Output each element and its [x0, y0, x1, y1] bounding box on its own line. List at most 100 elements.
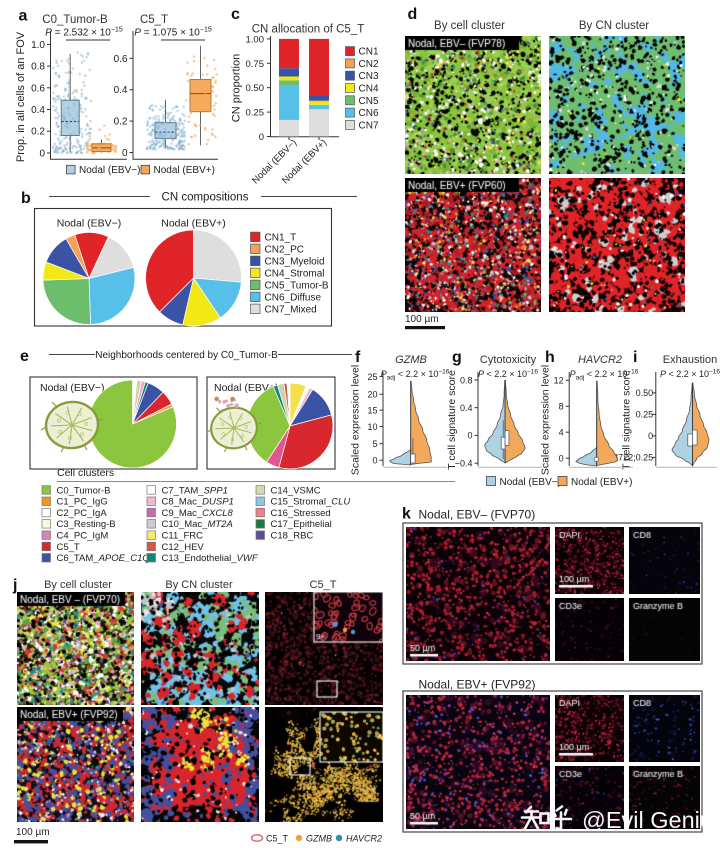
svg-text:C5_T: C5_T	[266, 834, 289, 844]
svg-text:CN allocation of C5_T: CN allocation of C5_T	[252, 24, 365, 36]
svg-text:0.4: 0.4	[31, 105, 45, 116]
svg-text:C11_FRC: C11_FRC	[162, 531, 204, 542]
svg-text:5: 5	[372, 439, 377, 449]
svg-text:CN proportion: CN proportion	[231, 54, 243, 122]
svg-text:By CN cluster: By CN cluster	[579, 20, 649, 32]
svg-text:1.00: 1.00	[246, 34, 265, 45]
svg-text:Nodal (EBV−): Nodal (EBV−)	[40, 382, 105, 394]
svg-text:1.0: 1.0	[31, 40, 45, 51]
svg-text:0.4: 0.4	[114, 85, 128, 96]
svg-text:CN compositions: CN compositions	[162, 192, 249, 204]
svg-text:C18_RBC: C18_RBC	[271, 531, 314, 542]
svg-text:Nodal, EBV– (FVP70): Nodal, EBV– (FVP70)	[419, 508, 536, 522]
svg-text:Cytotoxicity: Cytotoxicity	[480, 354, 537, 366]
svg-text:Padj < 2.2 × 10−16: Padj < 2.2 × 10−16	[381, 369, 450, 382]
svg-text:C13_Endothelial_VWF: C13_Endothelial_VWF	[162, 553, 259, 564]
svg-text:C5_T: C5_T	[310, 579, 337, 591]
svg-text:Nodal (EBV−): Nodal (EBV−)	[250, 137, 299, 186]
svg-text:0.4: 0.4	[460, 403, 473, 413]
svg-text:Nodal (EBV−): Nodal (EBV−)	[500, 477, 561, 488]
svg-text:CN5_Tumor-B: CN5_Tumor-B	[265, 281, 329, 292]
svg-text:20: 20	[367, 390, 377, 400]
svg-text:0.500.250−0.25#8722;0.25: 0.500.250−0.25#8722;0.25	[608, 453, 653, 463]
svg-text:10: 10	[367, 422, 377, 432]
svg-text:15: 15	[367, 405, 377, 415]
svg-text:0.6: 0.6	[31, 83, 45, 94]
svg-text:By CN cluster: By CN cluster	[165, 579, 233, 591]
svg-text:CN3: CN3	[359, 71, 379, 82]
svg-text:C5_T: C5_T	[140, 14, 168, 26]
svg-text:CN6_Diffuse: CN6_Diffuse	[265, 293, 322, 304]
svg-text:C16_Stressed: C16_Stressed	[271, 508, 331, 519]
svg-text:d: d	[408, 6, 418, 23]
svg-text:C7_TAM_SPP1: C7_TAM_SPP1	[162, 485, 228, 496]
svg-text:CN1_T: CN1_T	[265, 233, 297, 244]
svg-text:Nodal (EBV−): Nodal (EBV−)	[79, 165, 140, 176]
svg-text:C3_Resting-B: C3_Resting-B	[57, 519, 116, 530]
svg-text:0: 0	[259, 132, 264, 143]
svg-text:HAVCR2: HAVCR2	[346, 834, 382, 844]
svg-text:4: 4	[559, 428, 564, 438]
svg-text:C8_Mac_DUSP1: C8_Mac_DUSP1	[162, 497, 234, 508]
svg-text:C14_VSMC: C14_VSMC	[271, 485, 321, 496]
svg-text:CN2: CN2	[359, 59, 379, 70]
svg-text:0: 0	[467, 431, 472, 441]
svg-text:25: 25	[367, 372, 377, 382]
svg-text:Nodal (EBV+): Nodal (EBV+)	[214, 382, 279, 394]
svg-text:Nodal (EBV+): Nodal (EBV+)	[571, 477, 632, 488]
svg-text:Scaled expression level: Scaled expression level	[540, 365, 552, 475]
svg-text:C4_PC_IgM: C4_PC_IgM	[57, 531, 109, 542]
svg-text:C10_Mac_MT2A: C10_Mac_MT2A	[162, 519, 233, 530]
svg-text:Padj < 2.2 × 10−16: Padj < 2.2 × 10−16	[570, 369, 639, 382]
svg-text:0.6: 0.6	[114, 54, 128, 65]
svg-text:P = 1.075 × 10−15: P = 1.075 × 10−15	[134, 27, 212, 39]
svg-text:Prop. in all cells of an FOV: Prop. in all cells of an FOV	[15, 31, 27, 162]
svg-text:0.25: 0.25	[246, 108, 265, 119]
svg-text:C6_TAM_APOE_C1Q: C6_TAM_APOE_C1Q	[57, 553, 151, 564]
svg-text:0: 0	[648, 431, 653, 441]
svg-text:P < 2.2 × 10−16: P < 2.2 × 10−16	[660, 369, 720, 380]
svg-text:b: b	[21, 190, 31, 207]
svg-text:Nodal (EBV+): Nodal (EBV+)	[154, 165, 215, 176]
svg-text:C17_Epithelial: C17_Epithelial	[271, 519, 332, 530]
svg-text:a: a	[19, 8, 28, 25]
svg-text:C1_PC_IgG: C1_PC_IgG	[57, 497, 108, 508]
svg-text:h: h	[545, 349, 555, 366]
svg-text:i: i	[633, 349, 637, 366]
svg-text:T cell signature score: T cell signature score	[621, 370, 633, 470]
svg-text:C5_T: C5_T	[57, 542, 80, 553]
svg-text:0: 0	[122, 148, 128, 159]
svg-text:GZMB: GZMB	[395, 354, 427, 366]
svg-text:CN7_Mixed: CN7_Mixed	[265, 305, 317, 316]
svg-text:0: 0	[372, 456, 377, 466]
svg-text:c: c	[231, 6, 240, 23]
svg-text:0: 0	[39, 149, 45, 160]
svg-text:CN4_Stromal: CN4_Stromal	[265, 269, 325, 280]
svg-text:0.8: 0.8	[31, 62, 45, 73]
svg-text:100 µm: 100 µm	[16, 827, 50, 838]
svg-text:f: f	[355, 349, 361, 366]
svg-text:C2_PC_IgA: C2_PC_IgA	[57, 508, 108, 519]
svg-text:k: k	[402, 506, 411, 523]
svg-text:CN2_PC: CN2_PC	[265, 245, 304, 256]
svg-text:Nodal (EBV+): Nodal (EBV+)	[280, 137, 329, 186]
svg-text:12: 12	[554, 376, 564, 386]
svg-text:Nodal (EBV+): Nodal (EBV+)	[161, 218, 226, 230]
svg-text:T cell signature score: T cell signature score	[446, 370, 458, 470]
svg-text:0.50: 0.50	[246, 83, 265, 94]
svg-text:0.2: 0.2	[31, 127, 45, 138]
svg-text:0.50: 0.50	[636, 388, 654, 398]
svg-text:Scaled expression level: Scaled expression level	[350, 365, 362, 475]
svg-text:CN7: CN7	[359, 120, 379, 131]
svg-text:CN1: CN1	[359, 47, 379, 58]
svg-text:Neighborhoods centered by C0_T: Neighborhoods centered by C0_Tumor-B	[95, 350, 278, 361]
svg-text:CN6: CN6	[359, 108, 379, 119]
svg-text:Nodal (EBV−): Nodal (EBV−)	[57, 218, 122, 230]
svg-text:P < 2.2 × 10−16: P < 2.2 × 10−16	[478, 369, 538, 380]
svg-text:0.25: 0.25	[636, 410, 654, 420]
svg-text:C12_HEV: C12_HEV	[162, 542, 205, 553]
svg-text:Exhaustion: Exhaustion	[663, 354, 717, 366]
svg-text:HAVCR2: HAVCR2	[578, 354, 622, 366]
svg-text:8: 8	[559, 402, 564, 412]
svg-text:e: e	[20, 348, 29, 365]
